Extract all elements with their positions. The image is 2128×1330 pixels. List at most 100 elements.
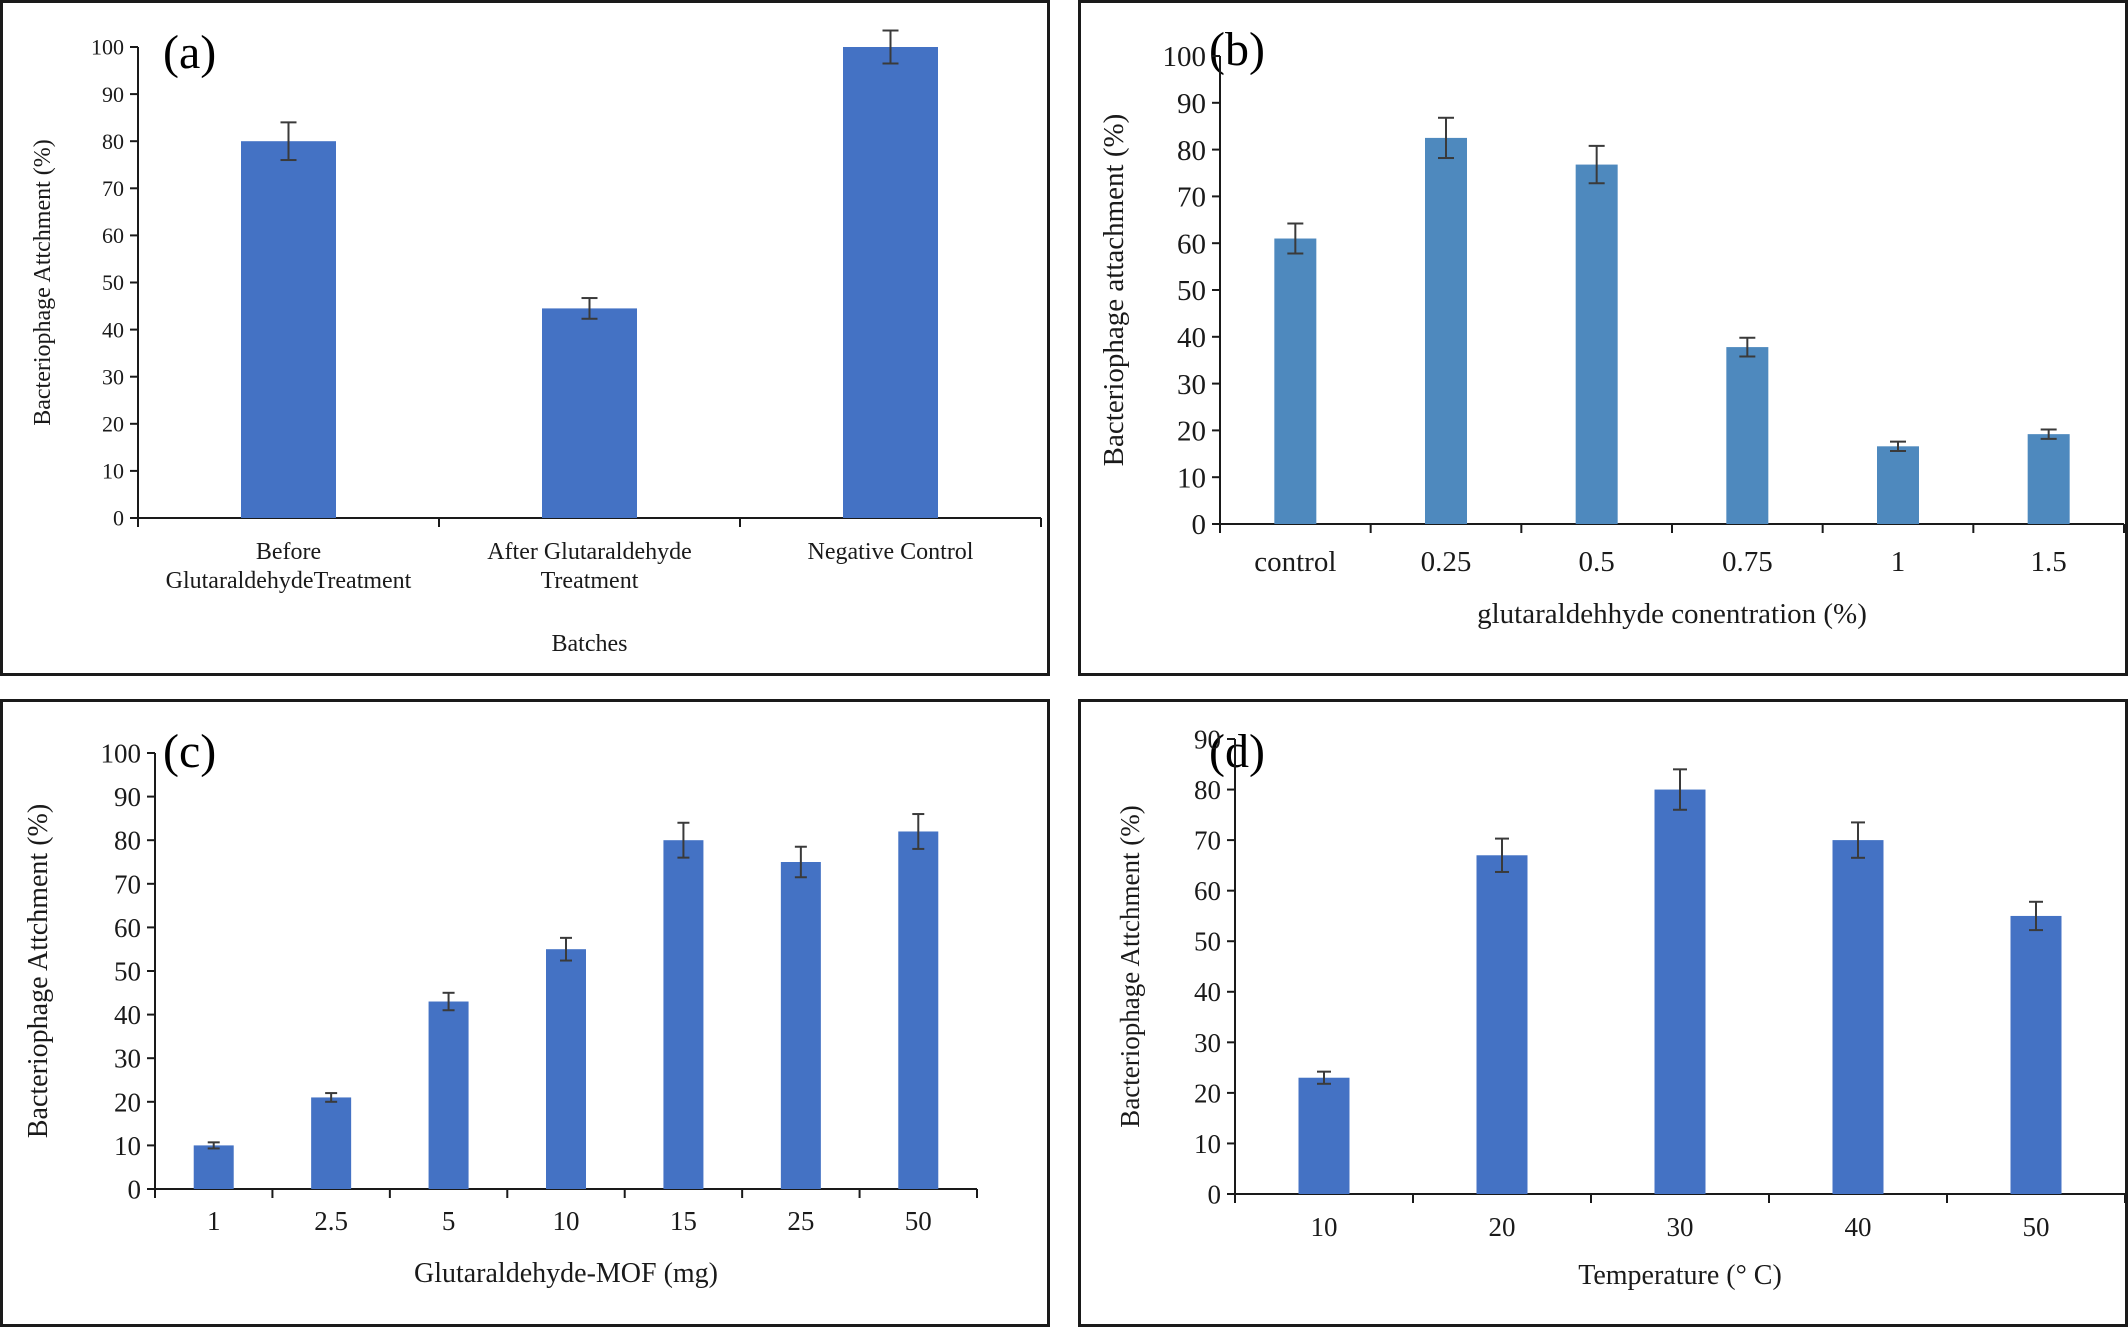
y-tick-label: 90 (102, 82, 124, 107)
x-tick-label: 1 (1891, 546, 1906, 578)
bar (311, 1097, 352, 1189)
y-tick-label: 50 (102, 270, 124, 295)
bar (1877, 446, 1919, 524)
y-tick-label: 40 (1194, 977, 1221, 1007)
y-tick-label: 70 (114, 869, 141, 899)
x-tick-label: 1.5 (2031, 546, 2067, 578)
chart-panel-d: (d) 0 10 20 30 40 50 60 70 80 90 10 20 30 40 50 Temperat… (1078, 699, 2128, 1327)
y-tick-label: 90 (114, 782, 141, 812)
x-tick-label: 50 (905, 1206, 932, 1236)
panel-label: (b) (1209, 23, 1265, 76)
bar (1575, 164, 1618, 525)
bar (241, 141, 336, 518)
y-tick-label: 80 (1177, 135, 1206, 167)
y-tick-label: 0 (128, 1174, 142, 1204)
y-tick-label: 20 (1177, 416, 1206, 448)
y-tick-label: 10 (102, 459, 124, 484)
bar (546, 949, 586, 1189)
y-tick-label: 50 (114, 956, 141, 986)
y-tick-label: 40 (102, 317, 124, 342)
y-tick-label: 40 (114, 1000, 141, 1030)
bar (1425, 137, 1467, 524)
x-axis-title: Glutaraldehyde-MOF (mg) (414, 1258, 718, 1289)
y-axis-title: Bacteriophage Attchment (%) (23, 804, 54, 1138)
x-tick-label: 15 (670, 1206, 697, 1236)
y-tick-label: 60 (114, 913, 141, 943)
y-tick-label: 60 (1194, 876, 1221, 906)
y-tick-label: 90 (1194, 724, 1221, 754)
y-tick-label: 50 (1194, 927, 1221, 957)
y-tick-label: 100 (91, 35, 124, 60)
x-tick-label: 10 (553, 1206, 580, 1236)
chart-c-svg: (c) 0 10 20 30 40 50 60 70 80 90 100 1 2.5 5 10 15 25 50 Gl… (23, 725, 978, 1289)
y-tick-label: 20 (114, 1087, 141, 1117)
x-tick-label: Before GlutaraldehydeTreatment (166, 539, 412, 594)
chart-panel-a: (a) 0 10 20 30 40 50 60 70 80 90 100 Before Glutarald… (0, 0, 1050, 676)
bar (663, 840, 704, 1189)
x-tick-label: After Glutaraldehyde Treatment (487, 539, 692, 594)
bar (780, 862, 821, 1189)
y-axis-title: Bacteriophage Attchment (%) (30, 139, 56, 426)
bar (1832, 840, 1884, 1194)
bar (2027, 434, 2070, 524)
x-axis-title: glutaraldehhyde conentration (%) (1477, 598, 1867, 630)
x-axis-title: Batches (552, 631, 628, 657)
y-tick-label: 30 (102, 364, 124, 389)
x-tick-label: control (1254, 546, 1336, 578)
x-tick-label: 20 (1489, 1212, 1516, 1242)
y-tick-label: 100 (101, 738, 142, 768)
panel-label: (a) (163, 26, 216, 79)
y-tick-label: 10 (1177, 462, 1206, 494)
y-tick-label: 40 (1177, 322, 1206, 354)
bar (2010, 915, 2062, 1194)
y-tick-label: 30 (114, 1044, 141, 1074)
x-tick-label: 25 (787, 1206, 814, 1236)
bar (428, 1001, 469, 1189)
x-tick-label: 0.75 (1722, 546, 1773, 578)
bar (542, 308, 637, 518)
y-tick-label: 60 (102, 223, 124, 248)
x-tick-label: Negative Control (808, 539, 974, 565)
x-tick-label: 10 (1311, 1212, 1338, 1242)
x-tick-label: 0.5 (1579, 546, 1615, 578)
x-tick-label: 50 (2023, 1212, 2050, 1242)
y-tick-label: 80 (114, 826, 141, 856)
y-tick-label: 70 (1177, 182, 1206, 214)
bar (1654, 789, 1706, 1194)
bar (1476, 855, 1528, 1194)
x-tick-label: 40 (1845, 1212, 1872, 1242)
y-tick-label: 100 (1163, 41, 1207, 73)
bar (1298, 1077, 1350, 1194)
y-tick-label: 0 (1208, 1179, 1222, 1209)
chart-panel-b: (b) 0 10 20 30 40 50 60 70 80 90 100 control 0.25 0.5 0… (1078, 0, 2128, 676)
y-tick-label: 70 (1194, 826, 1221, 856)
y-tick-label: 90 (1177, 88, 1206, 120)
y-tick-label: 70 (102, 176, 124, 201)
y-tick-label: 10 (114, 1131, 141, 1161)
chart-a-svg: (a) 0 10 20 30 40 50 60 70 80 90 100 Before Glutarald… (30, 26, 1042, 657)
y-tick-label: 0 (113, 506, 124, 531)
panel-label: (c) (163, 725, 216, 778)
x-tick-label: 1 (207, 1206, 221, 1236)
y-tick-label: 30 (1194, 1028, 1221, 1058)
bar (1274, 238, 1317, 524)
x-tick-label: 0.25 (1421, 546, 1472, 578)
y-tick-label: 50 (1177, 275, 1206, 307)
x-axis-title: Temperature (° C) (1578, 1260, 1782, 1291)
x-tick-label: 2.5 (314, 1206, 348, 1236)
chart-panel-c: (c) 0 10 20 30 40 50 60 70 80 90 100 1 2.5 5 10 15 25 50 Gl… (0, 699, 1050, 1327)
y-tick-label: 60 (1177, 228, 1206, 260)
bar (1726, 347, 1769, 524)
bar (193, 1145, 234, 1189)
bar (898, 831, 939, 1189)
x-tick-label: 30 (1667, 1212, 1694, 1242)
panel-label: (d) (1209, 725, 1265, 778)
y-tick-label: 20 (102, 412, 124, 437)
y-tick-label: 80 (1194, 775, 1221, 805)
y-tick-label: 0 (1192, 509, 1207, 541)
y-tick-label: 10 (1194, 1129, 1221, 1159)
y-tick-label: 80 (102, 129, 124, 154)
y-tick-label: 20 (1194, 1078, 1221, 1108)
chart-d-svg: (d) 0 10 20 30 40 50 60 70 80 90 10 20 30 40 50 Temperat… (1115, 724, 2126, 1291)
y-tick-label: 30 (1177, 369, 1206, 401)
